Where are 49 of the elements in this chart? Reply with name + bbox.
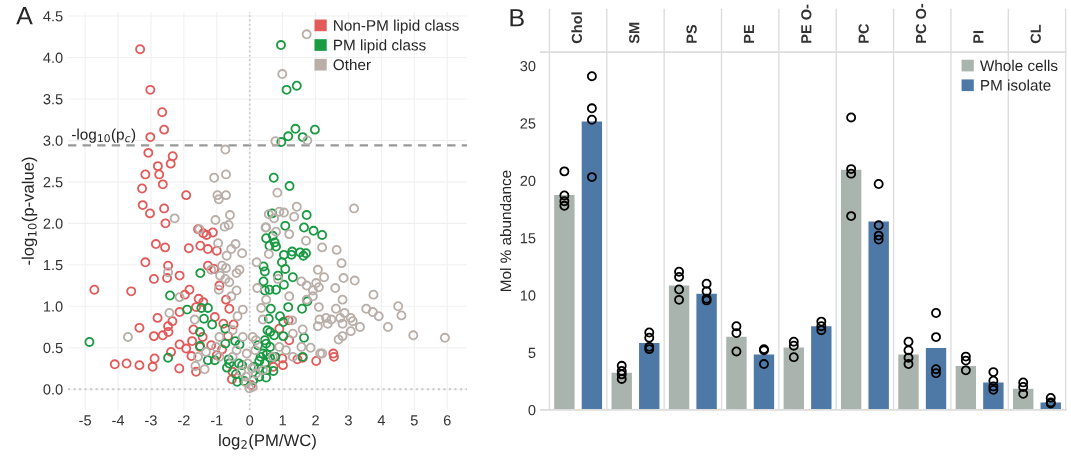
y-axis-title: Mol % abundance — [499, 170, 512, 291]
x-tick-label: -1 — [210, 415, 223, 426]
x-tick-label: PE — [743, 24, 754, 43]
y-tick-label: 0.0 — [43, 384, 63, 395]
legend-label: PM lipid class — [334, 39, 426, 54]
x-tick-label: 6 — [443, 415, 451, 426]
x-tick-label: CL — [1030, 24, 1041, 44]
x-tick-label: 4 — [377, 415, 385, 426]
y-tick-label: 30 — [520, 60, 536, 72]
y-tick-label: 25 — [520, 118, 536, 129]
y-tick-label: 3.0 — [43, 135, 63, 146]
x-tick-label: -4 — [112, 415, 125, 426]
ref-line-label: -log$_{10}$(p$_{c}$) — [71, 128, 136, 143]
x-tick-label: 3 — [344, 415, 352, 426]
x-tick-label: -3 — [145, 415, 157, 426]
y-tick-label: 2.5 — [43, 176, 63, 188]
y-tick-label: 2.0 — [43, 218, 63, 229]
y-tick-label: 0 — [528, 405, 536, 416]
y-tick-label: 5 — [528, 347, 536, 359]
x-tick-label: PC — [858, 23, 869, 43]
x-tick-label: 1 — [279, 415, 286, 426]
chart-title: B — [510, 9, 524, 27]
x-tick-label: -2 — [178, 415, 190, 426]
y-tick-label: 1.5 — [43, 260, 63, 271]
y-tick-label: 20 — [520, 175, 536, 186]
x-tick-label: PI — [973, 30, 984, 43]
legend-label: PM isolate — [981, 79, 1051, 91]
x-tick-label: -5 — [79, 415, 91, 426]
y-tick-label: 15 — [520, 233, 536, 244]
y-tick-label: 0.5 — [43, 342, 63, 354]
y-axis-title: -log$_{10}$(p-value) — [21, 157, 38, 265]
x-axis-title: log$_{2}$(PM/WC) — [219, 433, 316, 450]
x-tick-label: PS — [686, 24, 697, 43]
chart-title: A — [16, 7, 33, 25]
x-tick-label: Chol — [571, 12, 583, 44]
x-tick-label: SM — [629, 22, 640, 44]
legend-label: Non-PM lipid class — [334, 19, 459, 34]
y-tick-label: 4.0 — [43, 52, 63, 63]
x-tick-label: 2 — [312, 415, 319, 426]
x-tick-label: 0 — [246, 415, 254, 426]
y-tick-label: 10 — [520, 290, 536, 301]
legend-label: Whole cells — [979, 59, 1058, 72]
x-tick-label: PE O- — [801, 4, 812, 43]
y-tick-label: 3.5 — [43, 94, 63, 105]
x-tick-label: PC O- — [915, 3, 927, 43]
legend-label: Other — [333, 58, 371, 71]
y-tick-label: 1.0 — [43, 301, 63, 312]
x-tick-label: 5 — [410, 415, 418, 426]
y-tick-label: 4.5 — [43, 11, 63, 22]
